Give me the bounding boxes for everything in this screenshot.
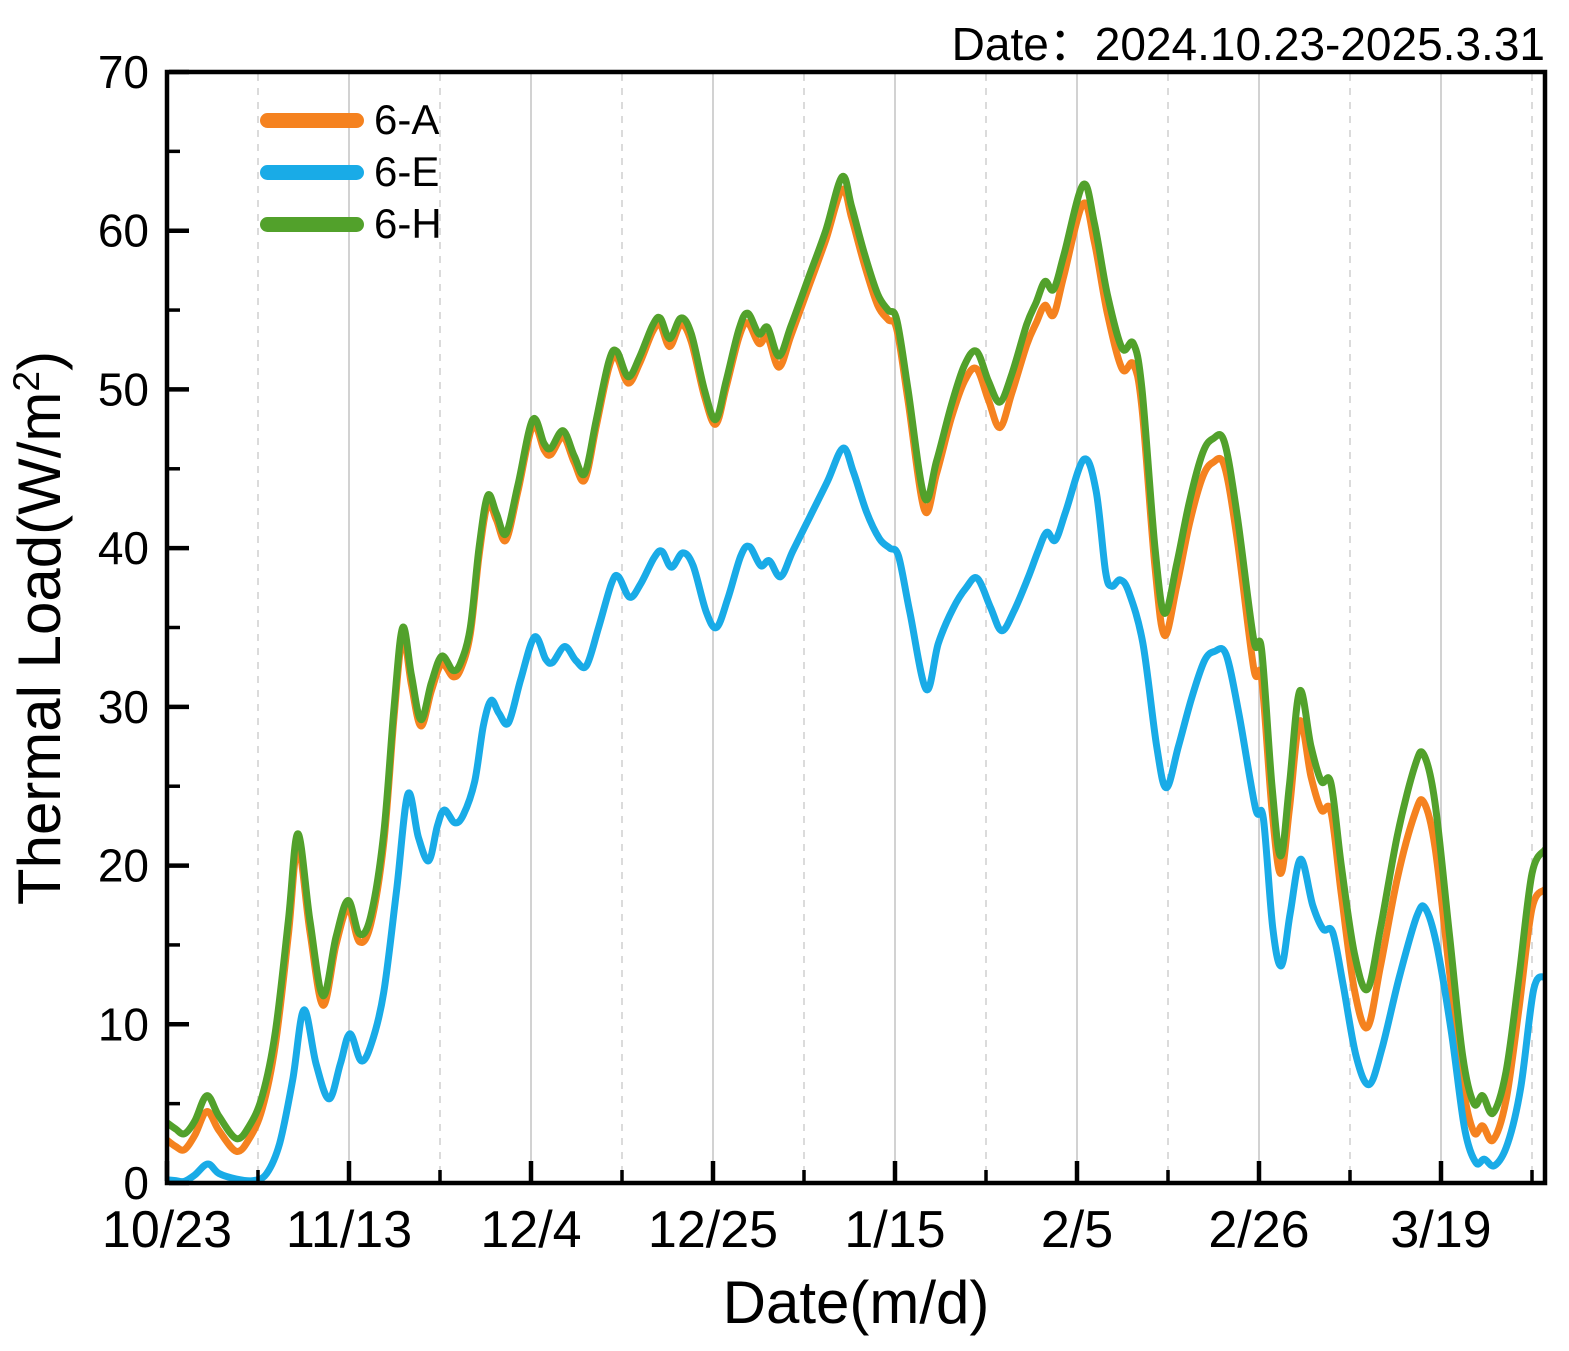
legend-item-6-H: 6-H [260,198,442,250]
series-6-H-line [169,172,1543,1143]
x-tick-label: 1/15 [844,1201,945,1259]
legend-label-6-A: 6-A [374,96,440,143]
legend-label-6-H: 6-H [374,200,442,247]
y-tick-labels: 0 10 20 30 40 50 60 70 [98,46,149,1209]
x-gridlines-major [348,74,1442,1181]
y-tick-label: 0 [123,1157,149,1209]
y-axis-label: Thermal Load(W/m2) [5,350,73,906]
plot-frame [164,69,1548,1186]
x-tick-label: 11/13 [286,1201,412,1259]
legend: 6-A 6-E 6-H [260,94,442,250]
x-tick-label: 3/19 [1390,1201,1491,1259]
legend-swatch-6-A [260,112,364,128]
legend-swatch-6-H [260,216,364,232]
y-ticks [169,69,189,1186]
x-tick-label: 12/4 [480,1201,581,1259]
x-tick-label: 2/26 [1208,1201,1309,1259]
series-6-E-line [169,444,1543,1181]
y-tick-label: 60 [98,205,149,257]
legend-item-6-A: 6-A [260,94,442,146]
ylabel-superscript: 2 [5,370,47,392]
legend-swatch-6-E [260,164,364,180]
x-tick-label: 10/23 [102,1201,232,1259]
x-tick-label: 12/25 [648,1201,778,1259]
y-tick-label: 10 [98,998,149,1050]
x-gridlines-minor [257,74,1533,1181]
series-lines [169,172,1543,1181]
legend-label-6-E: 6-E [374,148,440,195]
x-axis-label: Date(m/d) [722,1269,990,1336]
x-ticks [164,1161,1534,1181]
y-tick-label: 20 [98,840,149,892]
x-tick-label: 2/5 [1041,1201,1113,1259]
y-tick-label: 30 [98,681,149,733]
y-tick-label: 40 [98,522,149,574]
x-tick-labels: 10/23 11/13 12/4 12/25 1/15 2/5 2/26 3/19 [102,1201,1492,1259]
y-tick-label: 50 [98,363,149,415]
chart-title: Date：2024.10.23-2025.3.31 [951,18,1545,70]
series-6-A-line [169,185,1543,1155]
y-tick-label: 70 [98,46,149,98]
legend-item-6-E: 6-E [260,146,442,198]
